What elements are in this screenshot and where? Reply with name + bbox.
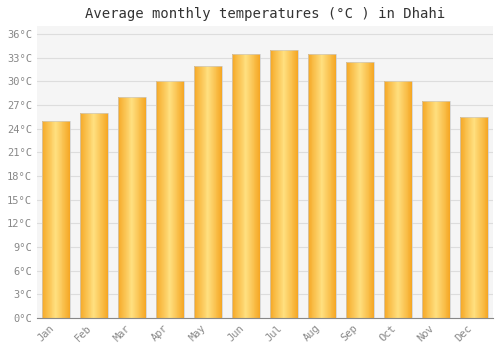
Bar — [270, 50, 298, 318]
Bar — [422, 101, 450, 318]
Bar — [156, 82, 184, 318]
Bar — [346, 62, 374, 318]
Title: Average monthly temperatures (°C ) in Dhahi: Average monthly temperatures (°C ) in Dh… — [85, 7, 445, 21]
Bar — [232, 54, 260, 318]
Bar — [308, 54, 336, 318]
Bar — [194, 66, 222, 318]
Bar — [460, 117, 488, 318]
Bar — [80, 113, 108, 318]
Bar — [384, 82, 412, 318]
Bar — [118, 97, 146, 318]
Bar — [42, 121, 70, 318]
